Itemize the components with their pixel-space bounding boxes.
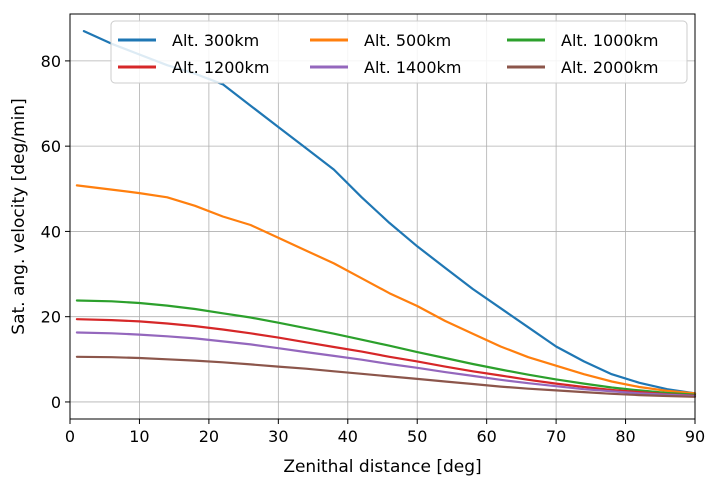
y-tick-label: 60	[41, 137, 61, 156]
x-tick-label: 10	[129, 427, 149, 446]
series-line-3	[75, 299, 697, 396]
x-tick-label: 60	[476, 427, 496, 446]
x-tick-label: 20	[199, 427, 219, 446]
x-tick-label: 50	[407, 427, 427, 446]
legend-label-2: Alt. 500km	[364, 31, 451, 50]
legend-label-4: Alt. 1200km	[172, 58, 269, 77]
x-tick-label: 70	[546, 427, 566, 446]
legend-label-5: Alt. 1400km	[364, 58, 461, 77]
x-tick-label: 40	[338, 427, 358, 446]
x-axis-label: Zenithal distance [deg]	[283, 457, 481, 477]
y-tick-label: 20	[41, 308, 61, 327]
plot-frame	[69, 13, 696, 420]
y-axis-label: Sat. ang. velocity [deg/min]	[9, 98, 29, 334]
legend-label-3: Alt. 1000km	[561, 31, 658, 50]
legend-label-1: Alt. 300km	[172, 31, 259, 50]
x-tick-label: 80	[615, 427, 635, 446]
y-tick-label: 40	[41, 222, 61, 241]
y-axis: 0 20 40 60 80	[41, 52, 70, 412]
x-tick-label: 90	[685, 427, 705, 446]
series-line-4	[75, 318, 697, 397]
series-line-2	[75, 184, 697, 395]
series-line-6	[75, 355, 697, 398]
y-tick-label: 80	[41, 52, 61, 71]
y-tick-label: 0	[51, 393, 61, 412]
x-tick-label: 0	[65, 427, 75, 446]
legend-label-6: Alt. 2000km	[561, 58, 658, 77]
x-tick-label: 30	[268, 427, 288, 446]
series-line-5	[75, 331, 697, 398]
x-axis: 0 10 20 30 40 50 60 70 80 90	[65, 419, 705, 446]
legend: Alt. 300km Alt. 500km Alt. 1000km Alt. 1200…	[110, 20, 688, 84]
